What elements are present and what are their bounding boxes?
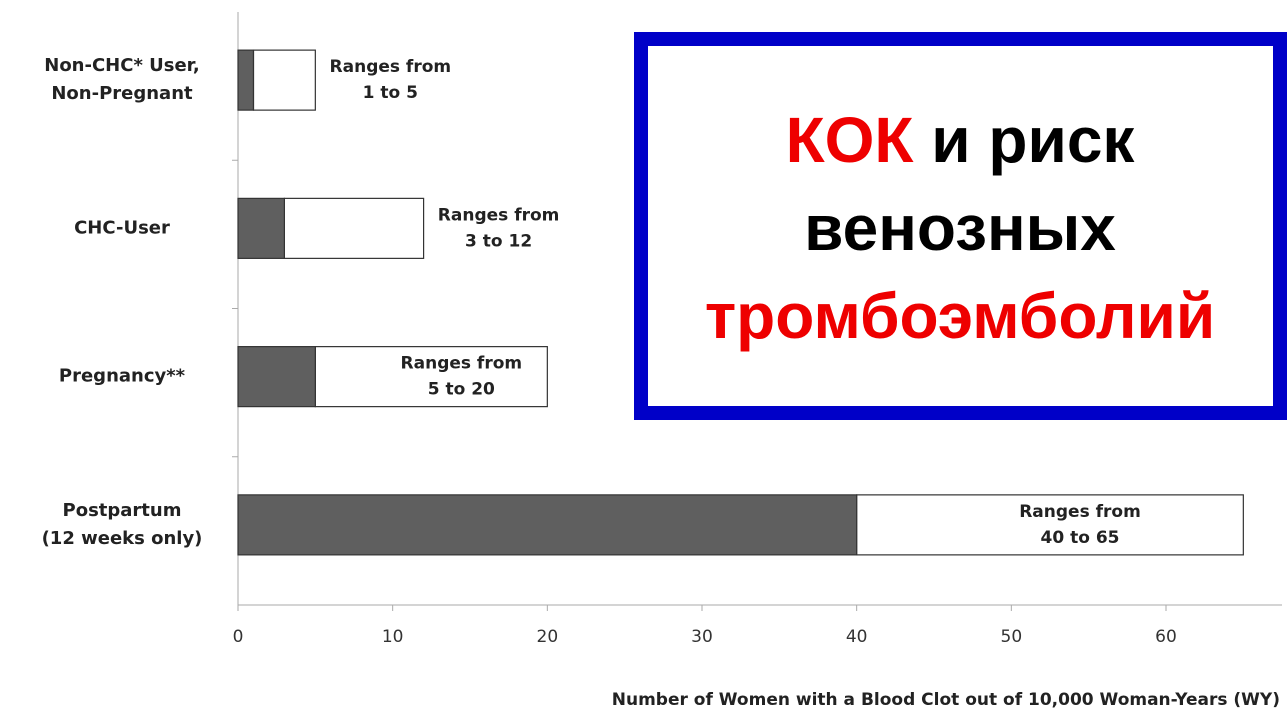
y-tick-label: (12 weeks only) [42, 528, 203, 549]
y-tick-label: Non-CHC* User, [44, 55, 200, 76]
value-label: 5 to 20 [428, 380, 495, 400]
annotation-text: тромбоэмболий [705, 280, 1215, 352]
value-label: Ranges from [438, 205, 560, 225]
base-bar [237, 346, 316, 408]
y-tick-label: Postpartum [63, 500, 182, 521]
value-label: 40 to 65 [1041, 528, 1120, 548]
x-tick-label: 20 [537, 627, 559, 647]
range-bar [283, 197, 425, 259]
y-tick-label: CHC-User [74, 217, 170, 238]
x-tick-label: 10 [382, 627, 404, 647]
annotation-part: тромбоэмболий [705, 280, 1215, 352]
value-label: 3 to 12 [465, 231, 532, 251]
base-bar [237, 494, 858, 556]
base-bar [237, 197, 286, 259]
x-tick-label: 40 [846, 627, 868, 647]
annotation-part: и риск [913, 104, 1135, 176]
value-label: Ranges from [330, 57, 452, 77]
y-tick-label: Non-Pregnant [51, 83, 193, 104]
range-bar [314, 346, 548, 408]
annotation-text: венозных [804, 192, 1116, 264]
annotation-part: венозных [804, 192, 1116, 264]
y-tick-label: Pregnancy** [59, 366, 186, 387]
x-axis-label: Number of Women with a Blood Clot out of… [612, 690, 1280, 710]
value-label: Ranges from [401, 354, 523, 374]
base-bar [237, 49, 255, 111]
x-tick-label: 60 [1155, 627, 1177, 647]
x-tick-label: 30 [691, 627, 713, 647]
annotation-box [634, 32, 1287, 420]
value-label: Ranges from [1019, 502, 1141, 522]
x-tick-label: 50 [1001, 627, 1023, 647]
value-label: 1 to 5 [363, 83, 418, 103]
x-tick-label: 0 [233, 627, 244, 647]
annotation-text: КОК и риск [786, 104, 1136, 176]
annotation-part: КОК [786, 104, 915, 176]
range-bar [252, 49, 316, 111]
range-bar [856, 494, 1244, 556]
